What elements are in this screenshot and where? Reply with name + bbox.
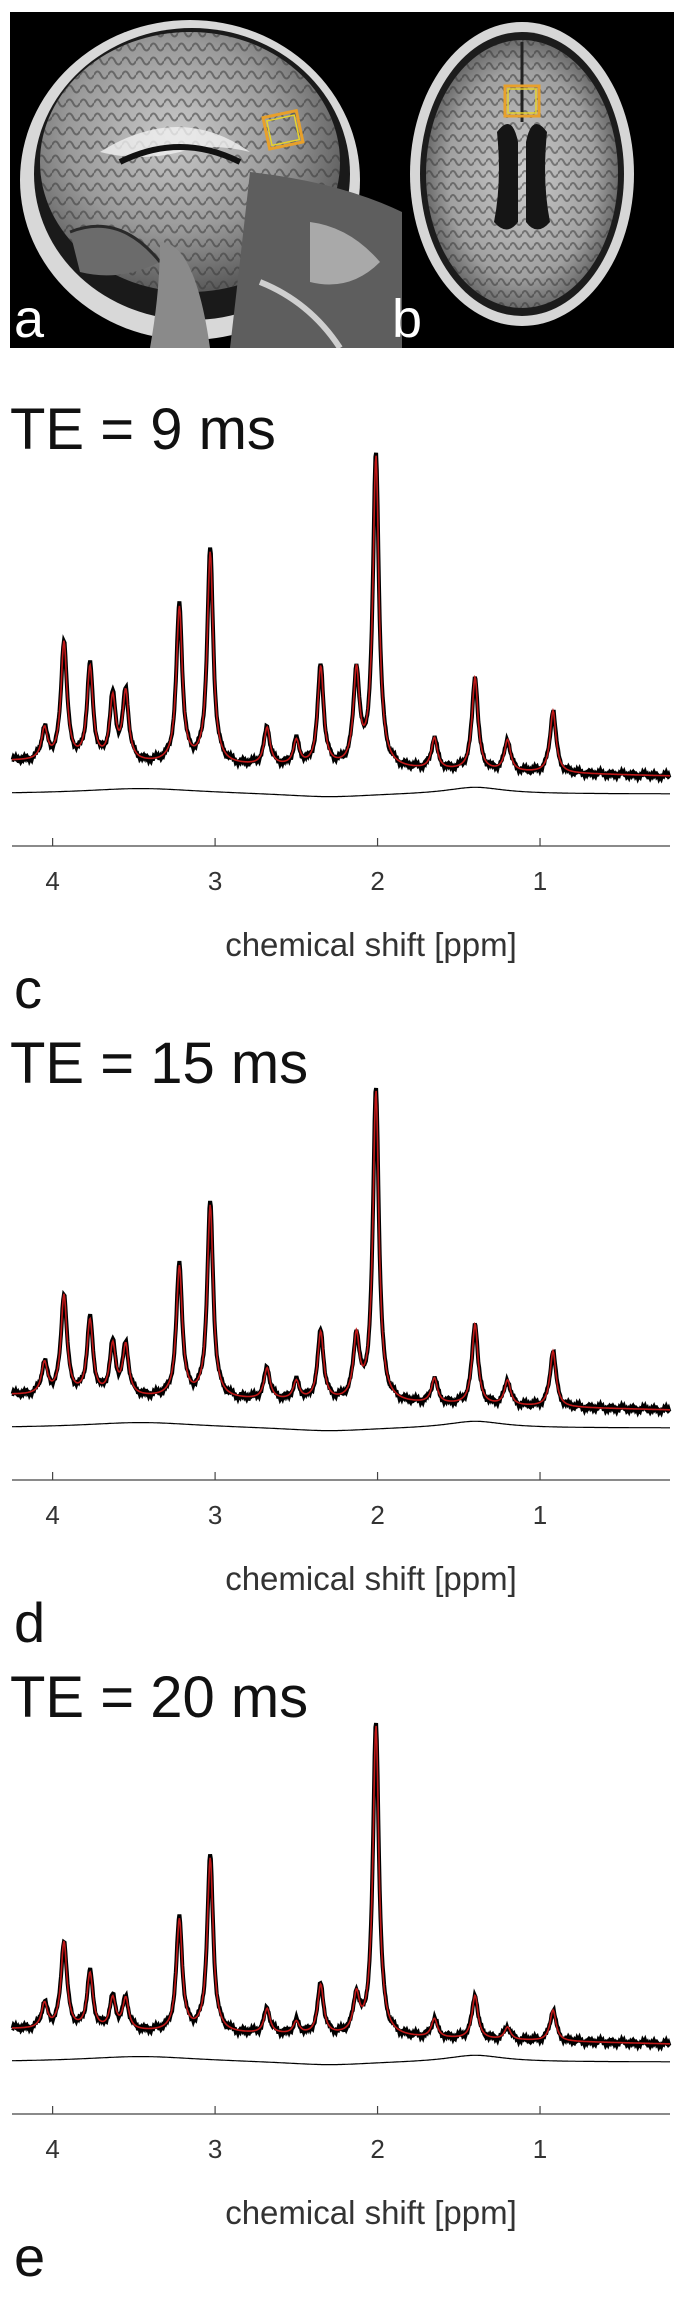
x-tick-label: 2 — [370, 1500, 384, 1530]
measured-spectrum-line — [10, 1087, 672, 1418]
axial-mri-image — [410, 22, 634, 326]
panel-letter-e: e — [14, 2225, 46, 2288]
x-tick-label: 2 — [370, 866, 384, 896]
baseline-curve — [12, 2054, 670, 2066]
voxel-marker-axial — [503, 84, 541, 118]
x-axis-label: chemical shift [ppm] — [225, 926, 517, 963]
x-tick-label: 2 — [370, 2134, 384, 2164]
baseline-curve — [12, 786, 670, 798]
spectrum-panel-e: TE = 20 ms 4 3 2 1 chemical shift [ppm] e — [0, 1664, 682, 2314]
panel-letter-c: c — [14, 957, 42, 1020]
spectrum-plot: 4 3 2 1 chemical shift [ppm] — [10, 452, 672, 963]
echo-time-label: TE = 15 ms — [10, 1031, 309, 1096]
mri-image-row: a b — [10, 12, 674, 348]
x-tick-label: 3 — [208, 866, 222, 896]
x-tick-label: 3 — [208, 2134, 222, 2164]
measured-spectrum-line — [10, 452, 672, 784]
fit-spectrum-line — [12, 1725, 671, 2045]
x-tick-label: 4 — [45, 1500, 59, 1530]
x-tick-label: 1 — [533, 866, 547, 896]
x-tick-label: 1 — [533, 2134, 547, 2164]
fit-spectrum-line — [12, 1090, 670, 1411]
spectrum-panel-d: TE = 15 ms 4 3 2 1 chemical shift [ppm] d — [0, 1030, 682, 1680]
x-axis-label: chemical shift [ppm] — [225, 1560, 517, 1597]
spectrum-plot: 4 3 2 1 chemical shift [ppm] — [10, 1087, 672, 1597]
echo-time-label: TE = 20 ms — [10, 1665, 309, 1730]
sagittal-mri-image — [20, 20, 402, 348]
x-tick-label: 3 — [208, 1500, 222, 1530]
voxel-marker-sagittal — [261, 108, 305, 151]
x-axis-label: chemical shift [ppm] — [225, 2194, 517, 2231]
x-tick-label: 4 — [45, 866, 59, 896]
echo-time-label: TE = 9 ms — [10, 397, 276, 462]
spectrum-panel-c: TE = 9 ms 4 3 2 1 chemical shift [ppm] c — [0, 396, 682, 1046]
fit-spectrum-line — [12, 455, 670, 777]
panel-letter-a: a — [14, 289, 45, 348]
measured-spectrum-line — [10, 1722, 672, 2053]
spectrum-plot: 4 3 2 1 chemical shift [ppm] — [10, 1722, 672, 2231]
panel-letter-b: b — [392, 289, 423, 348]
x-tick-label: 4 — [45, 2134, 59, 2164]
x-tick-label: 1 — [533, 1500, 547, 1530]
panel-letter-d: d — [14, 1591, 46, 1654]
baseline-curve — [12, 1420, 670, 1432]
